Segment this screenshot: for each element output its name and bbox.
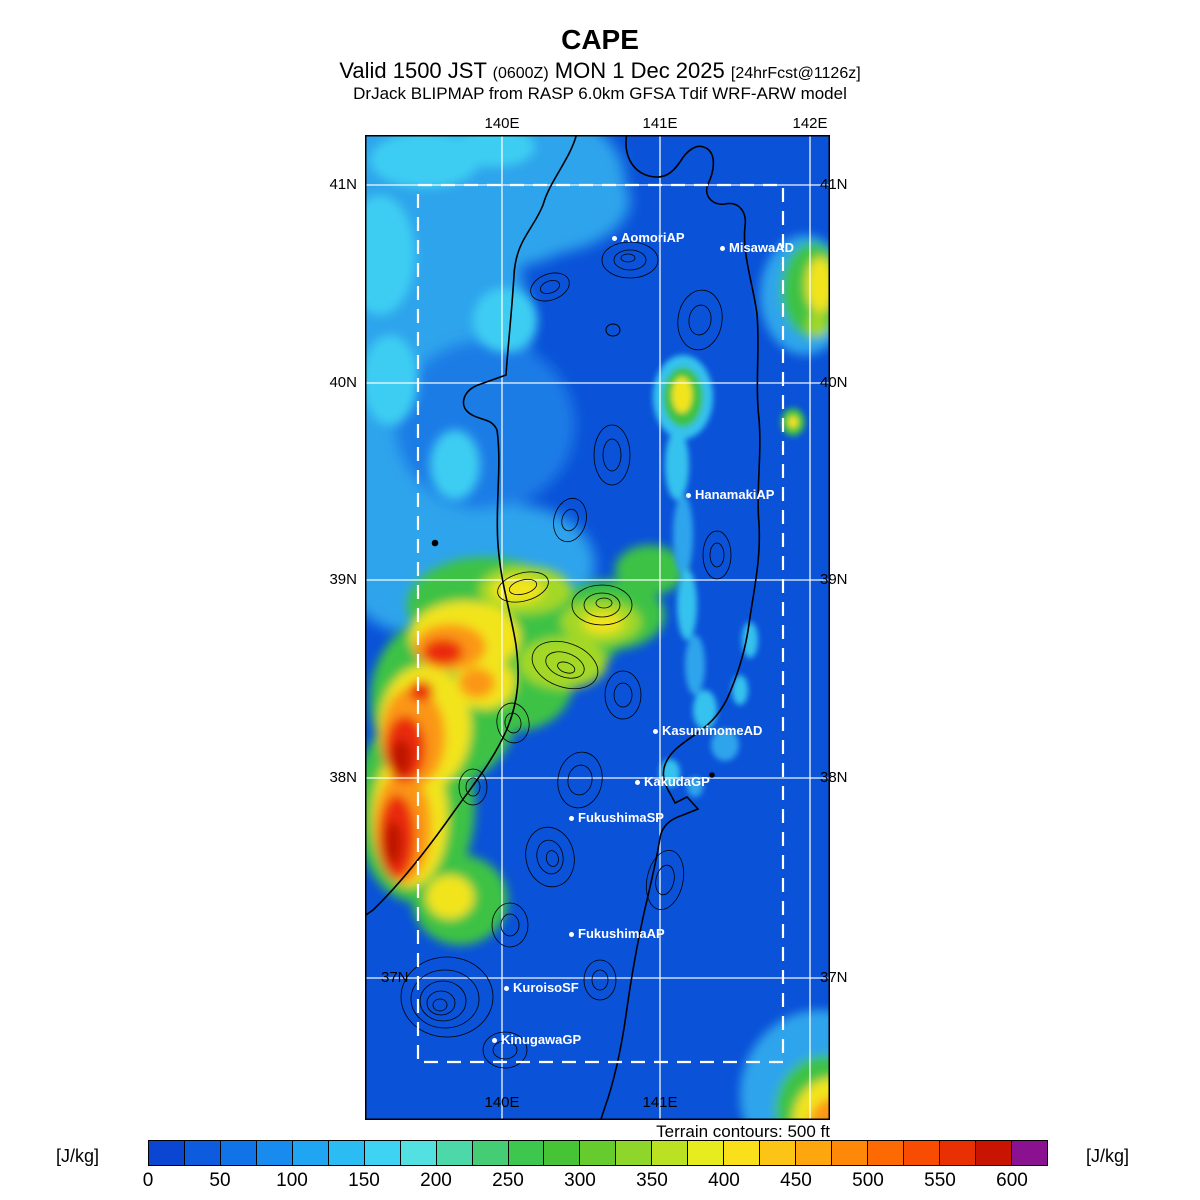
colorbar-segment bbox=[832, 1141, 869, 1165]
colorbar-segment bbox=[868, 1141, 905, 1165]
lon-label-top: 141E bbox=[642, 115, 678, 132]
lat-label-left: 39N bbox=[329, 571, 357, 588]
colorbar-segment bbox=[796, 1141, 833, 1165]
valid-utc: (0600Z) bbox=[492, 65, 549, 82]
colorbar-tick: 550 bbox=[924, 1170, 956, 1191]
colorbar-tick: 100 bbox=[276, 1170, 308, 1191]
colorbar-tick: 50 bbox=[209, 1170, 231, 1191]
terrain-contours bbox=[400, 241, 732, 1069]
colorbar-segment bbox=[760, 1141, 797, 1165]
terrain-contours-note: Terrain contours: 500 ft bbox=[656, 1122, 830, 1141]
chart-title: CAPE bbox=[561, 24, 639, 55]
colorbar-segment bbox=[400, 1141, 437, 1165]
colorbar-segment bbox=[436, 1141, 473, 1165]
colorbar-segment bbox=[220, 1141, 257, 1165]
colorbar-segment bbox=[1011, 1141, 1047, 1165]
colorbar-tick: 300 bbox=[564, 1170, 596, 1191]
colorbar-tick: 150 bbox=[348, 1170, 380, 1191]
forecast-tag: [24hrFcst@1126z] bbox=[730, 65, 861, 82]
colorbar-ticks: 0 50 100 150 200 250 300 350 400 450 500 550 600 bbox=[143, 1170, 1048, 1194]
colorbar-unit-left: [J/kg] bbox=[56, 1146, 100, 1166]
valid-line: Valid 1500 JST (0600Z) MON 1 Dec 2025 [2… bbox=[0, 58, 1200, 84]
colorbar-segment bbox=[184, 1141, 221, 1165]
lon-label-top: 140E bbox=[484, 115, 520, 132]
grid-lines bbox=[365, 135, 830, 1120]
lat-label-left: 41N bbox=[329, 176, 357, 193]
colorbar-tick: 450 bbox=[780, 1170, 812, 1191]
lon-label-top: 142E bbox=[792, 115, 828, 132]
colorbar-segment bbox=[256, 1141, 293, 1165]
colorbar-segment bbox=[292, 1141, 329, 1165]
colorbar-tick: 250 bbox=[492, 1170, 524, 1191]
colorbar-tick: 350 bbox=[636, 1170, 668, 1191]
model-line: DrJack BLIPMAP from RASP 6.0km GFSA Tdif… bbox=[353, 84, 847, 103]
valid-date: MON 1 Dec 2025 bbox=[554, 58, 725, 83]
colorbar-segment bbox=[975, 1141, 1012, 1165]
colorbar-tick: 200 bbox=[420, 1170, 452, 1191]
colorbar-tick: 500 bbox=[852, 1170, 884, 1191]
colorbar-segment bbox=[149, 1141, 185, 1165]
lat-label-left: 40N bbox=[329, 374, 357, 391]
cape-map-svg bbox=[365, 135, 830, 1120]
colorbar-segment bbox=[544, 1141, 581, 1165]
cape-field-layer bbox=[365, 135, 830, 1120]
colorbar-tick: 400 bbox=[708, 1170, 740, 1191]
colorbar bbox=[148, 1140, 1048, 1166]
colorbar-tick: 600 bbox=[996, 1170, 1028, 1191]
colorbar-unit-right: [J/kg] bbox=[1086, 1146, 1130, 1166]
colorbar-segment bbox=[508, 1141, 545, 1165]
colorbar-segment bbox=[364, 1141, 401, 1165]
colorbar-segment bbox=[580, 1141, 617, 1165]
colorbar-segment bbox=[616, 1141, 653, 1165]
colorbar-segment bbox=[904, 1141, 940, 1165]
colorbar-segment bbox=[939, 1141, 976, 1165]
map-frame bbox=[365, 135, 830, 1120]
colorbar-segment bbox=[472, 1141, 509, 1165]
colorbar-segment bbox=[328, 1141, 365, 1165]
lat-label-left: 38N bbox=[329, 769, 357, 786]
valid-time: Valid 1500 JST bbox=[339, 58, 487, 83]
colorbar-tick: 0 bbox=[142, 1170, 154, 1191]
colorbar-segment bbox=[724, 1141, 761, 1165]
map-area: 140E 141E 142E 140E 141E 41N 41N 40N 40N 39N 39N 38… bbox=[329, 115, 848, 1120]
colorbar-segment bbox=[652, 1141, 689, 1165]
colorbar-segment bbox=[688, 1141, 725, 1165]
